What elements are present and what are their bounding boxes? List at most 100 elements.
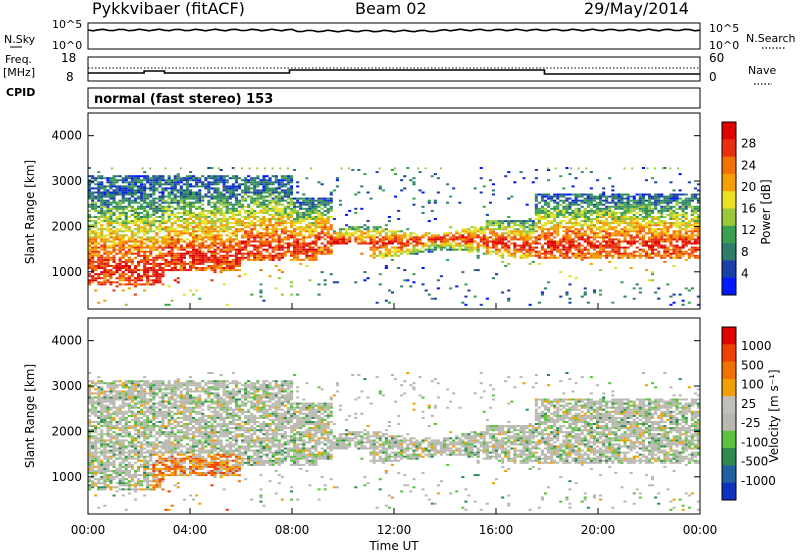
power-cell: [642, 200, 645, 202]
power-cell: [547, 241, 550, 243]
power-cell: [275, 181, 278, 183]
power-cell: [106, 177, 109, 179]
power-cell: [624, 255, 627, 257]
power-cell: [189, 177, 192, 179]
power-cell: [256, 257, 259, 259]
power-cell: [486, 224, 489, 226]
power-cell: [210, 214, 213, 216]
power-cell: [266, 234, 269, 236]
power-cell: [376, 230, 379, 232]
power-cell: [284, 189, 287, 191]
power-cell: [269, 194, 272, 196]
power-cell: [214, 226, 217, 228]
power-cell: [327, 204, 330, 206]
power-cell: [302, 245, 305, 247]
power-cell: [259, 269, 262, 271]
power-cell: [149, 259, 152, 261]
power-cell: [489, 232, 492, 234]
power-cell: [232, 269, 235, 271]
power-cell: [565, 210, 568, 212]
power-cell: [428, 245, 431, 247]
power-cell: [174, 267, 177, 269]
power-cell: [103, 257, 106, 259]
freq-trace: [88, 70, 700, 74]
power-cell: [183, 196, 186, 198]
power-cell: [510, 230, 513, 232]
power-cell: [660, 210, 663, 212]
power-cell: [428, 200, 431, 202]
power-cell: [94, 234, 97, 236]
power-cell: [244, 230, 247, 232]
power-cell: [97, 302, 100, 304]
power-cell: [599, 222, 602, 224]
power-cell: [605, 220, 608, 222]
power-cell: [128, 187, 131, 189]
power-cell: [281, 192, 284, 194]
power-cell: [336, 241, 339, 243]
power-cell: [134, 183, 137, 185]
power-cell: [226, 247, 229, 249]
power-cell: [122, 187, 125, 189]
power-cell: [158, 281, 161, 283]
power-cell: [660, 224, 663, 226]
power-cell: [259, 212, 262, 214]
power-cell: [290, 194, 293, 196]
power-cell: [590, 204, 593, 206]
power-cell: [275, 253, 278, 255]
power-cell: [100, 267, 103, 269]
power-cell: [645, 255, 648, 257]
power-cell: [100, 241, 103, 243]
power-cell: [195, 251, 198, 253]
power-cell: [562, 210, 565, 212]
power-cell: [367, 230, 370, 232]
power-cell: [287, 196, 290, 198]
power-cell: [541, 234, 544, 236]
power-cell: [161, 236, 164, 238]
power-cell: [226, 253, 229, 255]
power-cell: [513, 251, 516, 253]
power-cell: [232, 218, 235, 220]
power-cell: [458, 236, 461, 238]
power-cell: [642, 243, 645, 245]
power-cell: [342, 238, 345, 240]
power-cell: [174, 257, 177, 259]
power-cell: [256, 259, 259, 261]
power-cell: [357, 238, 360, 240]
power-cell: [314, 226, 317, 228]
power-cell: [226, 202, 229, 204]
power-cell: [262, 177, 265, 179]
power-cell: [192, 257, 195, 259]
power-cell: [397, 230, 400, 232]
power-cell: [324, 224, 327, 226]
power-cell: [581, 257, 584, 259]
power-cell: [250, 259, 253, 261]
power-cell: [119, 192, 122, 194]
power-cell: [131, 208, 134, 210]
power-cell: [367, 243, 370, 245]
power-cell: [113, 259, 116, 261]
power-cell: [195, 196, 198, 198]
power-cell: [140, 275, 143, 277]
power-cell: [651, 243, 654, 245]
power-cell: [596, 253, 599, 255]
power-cell: [673, 234, 676, 236]
power-cell: [669, 222, 672, 224]
power-cell: [660, 206, 663, 208]
power-cell: [679, 208, 682, 210]
power-cell: [400, 253, 403, 255]
power-cell: [657, 232, 660, 234]
power-cell: [119, 224, 122, 226]
power-cell: [131, 183, 134, 185]
power-cell: [523, 224, 526, 226]
power-cell: [627, 206, 630, 208]
power-cell: [262, 224, 265, 226]
power-cell: [296, 243, 299, 245]
power-cell: [535, 206, 538, 208]
power-cell: [158, 279, 161, 281]
power-cell: [565, 234, 568, 236]
power-cell: [593, 257, 596, 259]
power-cell: [226, 267, 229, 269]
power-cell: [183, 267, 186, 269]
power-cell: [186, 196, 189, 198]
power-cell: [284, 212, 287, 214]
